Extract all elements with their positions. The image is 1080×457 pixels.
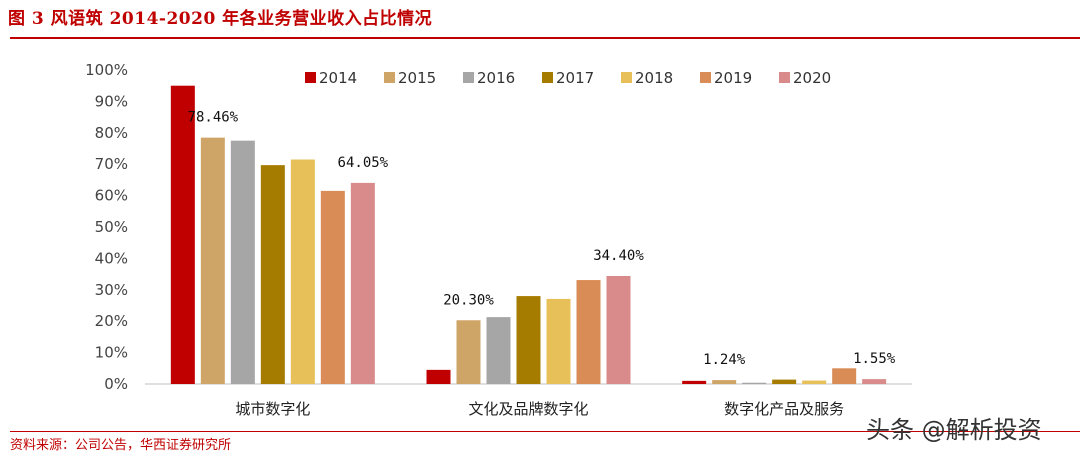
bar-chart: 0% 10% 20% 30% 40% 50% 60% 70% 80% 90% 100% 78.46%… — [85, 61, 912, 418]
legend-swatch — [621, 72, 632, 83]
legend-label: 2014 — [319, 69, 357, 87]
bar-2019 — [832, 368, 857, 384]
data-label: 34.40% — [593, 248, 644, 264]
bars — [170, 85, 887, 384]
bar-2019 — [576, 280, 601, 384]
data-labels: 78.46% 64.05% 20.30% 34.40% 1.24% 1.55% — [188, 110, 896, 368]
y-tick-label: 90% — [95, 92, 128, 110]
chart-title: 图 3 风语筑 2014-2020 年各业务营业收入占比情况 — [8, 9, 433, 29]
legend-swatch — [463, 72, 474, 83]
y-tick-label: 70% — [95, 155, 128, 173]
y-tick-label: 10% — [95, 344, 128, 362]
bar-2017 — [772, 379, 797, 384]
legend-swatch — [542, 72, 553, 83]
title-rule — [10, 37, 1080, 39]
bar-2015 — [712, 380, 737, 384]
legend-label: 2020 — [793, 69, 831, 87]
y-axis: 0% 10% 20% 30% 40% 50% 60% 70% 80% 90% 100% — [85, 61, 912, 393]
legend-swatch — [700, 72, 711, 83]
legend-label: 2017 — [556, 69, 594, 87]
category-label: 城市数字化 — [235, 400, 310, 418]
bar-2018 — [546, 298, 571, 384]
data-label: 1.55% — [853, 351, 896, 367]
bar-2017 — [260, 165, 285, 384]
bar-2016 — [742, 382, 767, 384]
source-rule — [10, 431, 1080, 432]
legend-label: 2018 — [635, 69, 673, 87]
legend-label: 2015 — [398, 69, 436, 87]
data-label: 78.46% — [188, 110, 239, 126]
bar-2020 — [350, 182, 375, 384]
y-tick-label: 0% — [104, 375, 128, 393]
y-tick-label: 50% — [95, 218, 128, 236]
y-tick-label: 40% — [95, 249, 128, 267]
bar-2014 — [682, 380, 707, 384]
y-tick-label: 100% — [85, 61, 128, 79]
legend-label: 2016 — [477, 69, 515, 87]
category-labels: 城市数字化 文化及品牌数字化 数字化产品及服务 — [235, 400, 844, 418]
bar-2014 — [170, 85, 195, 384]
data-label: 20.30% — [443, 292, 494, 308]
bar-2015 — [200, 137, 225, 384]
y-tick-label: 30% — [95, 281, 128, 299]
bar-2014 — [426, 369, 451, 384]
legend-swatch — [305, 72, 316, 83]
watermark: 头条 @解析投资 — [866, 416, 1042, 444]
bar-2018 — [290, 159, 315, 384]
data-label: 1.24% — [703, 352, 746, 368]
bar-2019 — [320, 190, 345, 384]
bar-2016 — [486, 317, 511, 384]
bar-2020 — [862, 379, 887, 384]
y-tick-label: 80% — [95, 124, 128, 142]
source-note: 资料来源：公司公告，华西证券研究所 — [10, 438, 232, 453]
legend-swatch — [384, 72, 395, 83]
bar-2017 — [516, 296, 541, 384]
bar-2015 — [456, 320, 481, 384]
legend: 2014 2015 2016 2017 2018 2019 2020 — [305, 69, 831, 87]
legend-swatch — [779, 72, 790, 83]
bar-2016 — [230, 140, 255, 384]
bar-2020 — [606, 275, 631, 384]
data-label: 64.05% — [338, 155, 389, 171]
y-tick-label: 20% — [95, 312, 128, 330]
bar-2018 — [802, 380, 827, 384]
y-tick-label: 60% — [95, 187, 128, 205]
legend-label: 2019 — [714, 69, 752, 87]
category-label: 文化及品牌数字化 — [468, 400, 588, 418]
category-label: 数字化产品及服务 — [724, 400, 844, 418]
